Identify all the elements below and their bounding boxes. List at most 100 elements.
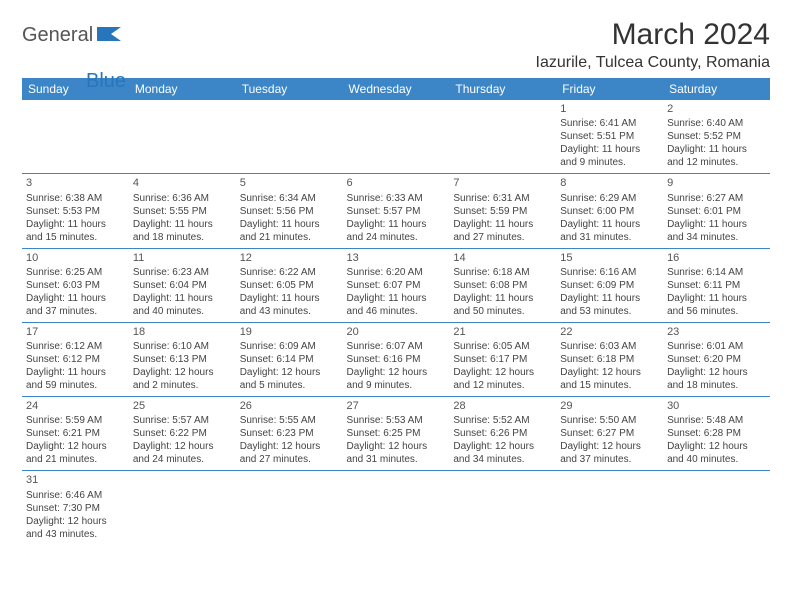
sunset-text: Sunset: 6:00 PM bbox=[560, 205, 659, 218]
daylight-text: Daylight: 11 hours and 46 minutes. bbox=[347, 292, 446, 318]
sunset-text: Sunset: 5:51 PM bbox=[560, 130, 659, 143]
calendar-day-cell bbox=[22, 100, 129, 174]
calendar-day-cell: 9Sunrise: 6:27 AMSunset: 6:01 PMDaylight… bbox=[663, 174, 770, 248]
day-number: 9 bbox=[667, 176, 766, 190]
daylight-text: Daylight: 11 hours and 56 minutes. bbox=[667, 292, 766, 318]
header: General March 2024 Iazurile, Tulcea Coun… bbox=[22, 18, 770, 72]
daylight-text: Daylight: 11 hours and 53 minutes. bbox=[560, 292, 659, 318]
day-number: 7 bbox=[453, 176, 552, 190]
calendar-day-cell: 8Sunrise: 6:29 AMSunset: 6:00 PMDaylight… bbox=[556, 174, 663, 248]
logo-text-general: General bbox=[22, 24, 93, 47]
calendar-day-cell: 23Sunrise: 6:01 AMSunset: 6:20 PMDayligh… bbox=[663, 322, 770, 396]
day-number: 31 bbox=[26, 473, 125, 487]
day-number: 3 bbox=[26, 176, 125, 190]
day-number: 8 bbox=[560, 176, 659, 190]
day-number: 26 bbox=[240, 399, 339, 413]
calendar-day-cell bbox=[449, 471, 556, 545]
sunrise-text: Sunrise: 6:40 AM bbox=[667, 117, 766, 130]
daylight-text: Daylight: 11 hours and 40 minutes. bbox=[133, 292, 232, 318]
calendar-day-cell: 25Sunrise: 5:57 AMSunset: 6:22 PMDayligh… bbox=[129, 397, 236, 471]
sunrise-text: Sunrise: 5:50 AM bbox=[560, 414, 659, 427]
calendar-day-cell: 14Sunrise: 6:18 AMSunset: 6:08 PMDayligh… bbox=[449, 248, 556, 322]
day-number: 4 bbox=[133, 176, 232, 190]
calendar-day-cell: 17Sunrise: 6:12 AMSunset: 6:12 PMDayligh… bbox=[22, 322, 129, 396]
daylight-text: Daylight: 11 hours and 31 minutes. bbox=[560, 218, 659, 244]
daylight-text: Daylight: 12 hours and 40 minutes. bbox=[667, 440, 766, 466]
sunset-text: Sunset: 6:26 PM bbox=[453, 427, 552, 440]
sunset-text: Sunset: 6:05 PM bbox=[240, 279, 339, 292]
sunrise-text: Sunrise: 6:33 AM bbox=[347, 192, 446, 205]
sunset-text: Sunset: 5:56 PM bbox=[240, 205, 339, 218]
sunset-text: Sunset: 5:55 PM bbox=[133, 205, 232, 218]
calendar-week-row: 3Sunrise: 6:38 AMSunset: 5:53 PMDaylight… bbox=[22, 174, 770, 248]
calendar-day-cell: 5Sunrise: 6:34 AMSunset: 5:56 PMDaylight… bbox=[236, 174, 343, 248]
calendar-week-row: 17Sunrise: 6:12 AMSunset: 6:12 PMDayligh… bbox=[22, 322, 770, 396]
sunset-text: Sunset: 6:08 PM bbox=[453, 279, 552, 292]
day-number: 15 bbox=[560, 251, 659, 265]
day-number: 5 bbox=[240, 176, 339, 190]
daylight-text: Daylight: 11 hours and 18 minutes. bbox=[133, 218, 232, 244]
calendar-day-cell: 20Sunrise: 6:07 AMSunset: 6:16 PMDayligh… bbox=[343, 322, 450, 396]
sunrise-text: Sunrise: 5:59 AM bbox=[26, 414, 125, 427]
day-number: 1 bbox=[560, 102, 659, 116]
daylight-text: Daylight: 12 hours and 34 minutes. bbox=[453, 440, 552, 466]
sunrise-text: Sunrise: 6:41 AM bbox=[560, 117, 659, 130]
calendar-day-cell: 16Sunrise: 6:14 AMSunset: 6:11 PMDayligh… bbox=[663, 248, 770, 322]
day-header: Saturday bbox=[663, 78, 770, 100]
sunset-text: Sunset: 6:23 PM bbox=[240, 427, 339, 440]
calendar-day-cell: 29Sunrise: 5:50 AMSunset: 6:27 PMDayligh… bbox=[556, 397, 663, 471]
daylight-text: Daylight: 11 hours and 50 minutes. bbox=[453, 292, 552, 318]
daylight-text: Daylight: 11 hours and 9 minutes. bbox=[560, 143, 659, 169]
sunset-text: Sunset: 6:01 PM bbox=[667, 205, 766, 218]
sunset-text: Sunset: 6:11 PM bbox=[667, 279, 766, 292]
sunrise-text: Sunrise: 6:03 AM bbox=[560, 340, 659, 353]
calendar-day-cell: 10Sunrise: 6:25 AMSunset: 6:03 PMDayligh… bbox=[22, 248, 129, 322]
sunrise-text: Sunrise: 6:09 AM bbox=[240, 340, 339, 353]
sunset-text: Sunset: 6:14 PM bbox=[240, 353, 339, 366]
sunrise-text: Sunrise: 6:31 AM bbox=[453, 192, 552, 205]
calendar-day-cell: 19Sunrise: 6:09 AMSunset: 6:14 PMDayligh… bbox=[236, 322, 343, 396]
day-header: Thursday bbox=[449, 78, 556, 100]
day-number: 16 bbox=[667, 251, 766, 265]
title-block: March 2024 Iazurile, Tulcea County, Roma… bbox=[536, 18, 770, 72]
sunset-text: Sunset: 7:30 PM bbox=[26, 502, 125, 515]
day-number: 11 bbox=[133, 251, 232, 265]
calendar-table: SundayMondayTuesdayWednesdayThursdayFrid… bbox=[22, 78, 770, 545]
sunrise-text: Sunrise: 6:16 AM bbox=[560, 266, 659, 279]
sunset-text: Sunset: 6:18 PM bbox=[560, 353, 659, 366]
daylight-text: Daylight: 12 hours and 9 minutes. bbox=[347, 366, 446, 392]
calendar-day-cell: 31Sunrise: 6:46 AMSunset: 7:30 PMDayligh… bbox=[22, 471, 129, 545]
daylight-text: Daylight: 11 hours and 43 minutes. bbox=[240, 292, 339, 318]
calendar-day-cell: 13Sunrise: 6:20 AMSunset: 6:07 PMDayligh… bbox=[343, 248, 450, 322]
calendar-day-cell bbox=[343, 471, 450, 545]
day-number: 18 bbox=[133, 325, 232, 339]
calendar-day-cell: 3Sunrise: 6:38 AMSunset: 5:53 PMDaylight… bbox=[22, 174, 129, 248]
day-header: Wednesday bbox=[343, 78, 450, 100]
location-text: Iazurile, Tulcea County, Romania bbox=[536, 54, 770, 72]
sunrise-text: Sunrise: 5:53 AM bbox=[347, 414, 446, 427]
daylight-text: Daylight: 12 hours and 43 minutes. bbox=[26, 515, 125, 541]
sunset-text: Sunset: 6:12 PM bbox=[26, 353, 125, 366]
daylight-text: Daylight: 12 hours and 37 minutes. bbox=[560, 440, 659, 466]
calendar-day-cell: 12Sunrise: 6:22 AMSunset: 6:05 PMDayligh… bbox=[236, 248, 343, 322]
sunset-text: Sunset: 6:17 PM bbox=[453, 353, 552, 366]
calendar-week-row: 31Sunrise: 6:46 AMSunset: 7:30 PMDayligh… bbox=[22, 471, 770, 545]
sunrise-text: Sunrise: 6:05 AM bbox=[453, 340, 552, 353]
calendar-day-cell bbox=[236, 471, 343, 545]
daylight-text: Daylight: 12 hours and 12 minutes. bbox=[453, 366, 552, 392]
daylight-text: Daylight: 12 hours and 15 minutes. bbox=[560, 366, 659, 392]
day-number: 30 bbox=[667, 399, 766, 413]
day-number: 10 bbox=[26, 251, 125, 265]
sunrise-text: Sunrise: 6:20 AM bbox=[347, 266, 446, 279]
daylight-text: Daylight: 12 hours and 18 minutes. bbox=[667, 366, 766, 392]
calendar-day-cell: 22Sunrise: 6:03 AMSunset: 6:18 PMDayligh… bbox=[556, 322, 663, 396]
daylight-text: Daylight: 12 hours and 24 minutes. bbox=[133, 440, 232, 466]
daylight-text: Daylight: 12 hours and 5 minutes. bbox=[240, 366, 339, 392]
calendar-week-row: 10Sunrise: 6:25 AMSunset: 6:03 PMDayligh… bbox=[22, 248, 770, 322]
calendar-day-cell: 1Sunrise: 6:41 AMSunset: 5:51 PMDaylight… bbox=[556, 100, 663, 174]
daylight-text: Daylight: 12 hours and 31 minutes. bbox=[347, 440, 446, 466]
day-number: 23 bbox=[667, 325, 766, 339]
calendar-day-cell: 21Sunrise: 6:05 AMSunset: 6:17 PMDayligh… bbox=[449, 322, 556, 396]
logo-text-blue: Blue bbox=[86, 70, 126, 93]
calendar-day-cell: 15Sunrise: 6:16 AMSunset: 6:09 PMDayligh… bbox=[556, 248, 663, 322]
